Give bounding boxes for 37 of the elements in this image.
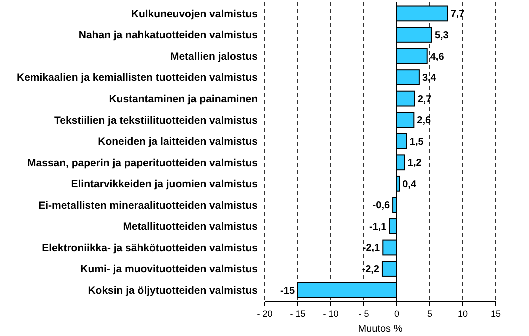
- x-tick-label: - 20: [257, 309, 273, 319]
- y-tick-label: Ei-metallisten mineraalituotteiden valmistus: [38, 200, 258, 212]
- x-tick-label: - 15: [290, 309, 306, 319]
- y-tick-label: Kustantaminen ja painaminen: [109, 93, 258, 106]
- x-tick-label: - 5: [358, 309, 370, 319]
- x-tick-label: - 10: [323, 309, 339, 319]
- data-label: 1,2: [408, 158, 422, 170]
- x-axis-title: Muutos %: [358, 324, 403, 335]
- x-tick-label: 0: [394, 309, 400, 319]
- data-label: 2,7: [418, 94, 432, 106]
- data-label: 4,6: [430, 52, 445, 63]
- y-tick-label: Metallituotteiden valmistus: [123, 221, 258, 234]
- x-tick-label: 5: [427, 309, 433, 319]
- y-tick-label: Elektroniikka- ja sähkötuotteiden valmistus: [42, 242, 258, 254]
- y-tick-label: Kumi- ja muovituotteiden valmistus: [80, 264, 258, 276]
- y-tick-label: Koneiden ja laitteiden valmistus: [98, 136, 258, 148]
- data-label: 5,3: [434, 30, 450, 42]
- y-tick-label: Tekstiilien ja tekstiilituotteiden valmistus: [54, 114, 258, 127]
- data-label: 7,7: [450, 9, 466, 20]
- data-label: -15: [280, 286, 296, 297]
- data-label: -2,2: [362, 264, 380, 276]
- y-tick-label: Kulkuneuvojen valmistus: [131, 8, 258, 20]
- x-tick-label: 15: [490, 309, 502, 319]
- data-label: -0,6: [372, 200, 390, 212]
- data-label: 0,4: [402, 179, 417, 190]
- data-label: 3,4: [422, 73, 437, 84]
- y-tick-label: Massan, paperin ja paperituotteiden valmistus: [28, 157, 258, 170]
- data-label: -1,1: [370, 222, 388, 233]
- x-tick-label: 10: [458, 309, 468, 319]
- y-tick-label: Koksin ja öljytuotteiden valmistus: [88, 284, 258, 297]
- y-tick-label: Kemikaalien ja kemiallisten tuotteiden valmistus: [16, 72, 258, 84]
- data-label: -2,1: [362, 243, 381, 254]
- y-tick-label: Nahan ja nahkatuotteiden valmistus: [78, 30, 258, 42]
- data-label: 1,5: [410, 136, 424, 148]
- data-label: 2,6: [417, 116, 432, 127]
- y-tick-label: Metallien jalostus: [170, 50, 258, 63]
- y-tick-label: Elintarvikkeiden ja juomien valmistus: [71, 178, 258, 191]
